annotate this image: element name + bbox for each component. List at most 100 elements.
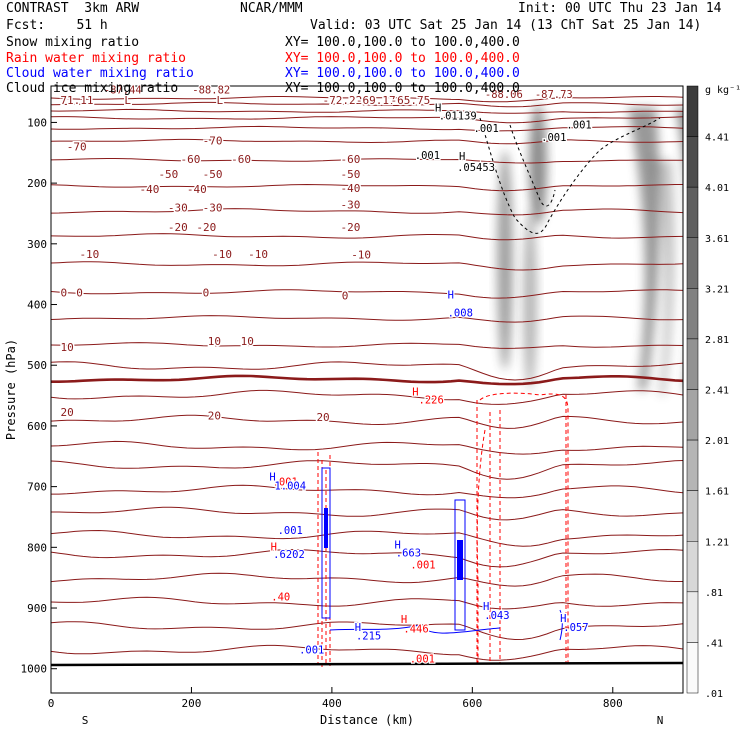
isotherm-label: -60 <box>231 153 251 166</box>
y-tick-label: 100 <box>27 116 47 129</box>
valid-time: Valid: 03 UTC Sat 25 Jan 14 (13 ChT Sat … <box>310 18 702 33</box>
extremum-label: H <box>401 614 407 626</box>
colorbar-swatch <box>686 186 699 239</box>
extremum-label: -88.82 <box>192 84 230 96</box>
y-tick-label: 400 <box>27 299 47 312</box>
colorbar-swatch <box>686 338 699 390</box>
plot-area <box>51 86 683 693</box>
isotherm-label: -60 <box>340 153 360 166</box>
extremum-label: .043 <box>484 610 509 622</box>
y-tick-label: 300 <box>27 238 47 251</box>
y-tick-label: 800 <box>27 541 47 554</box>
isotherm-line <box>51 484 683 499</box>
extremum-label: H <box>355 622 361 634</box>
isotherm-line <box>51 440 683 455</box>
colorbar-level: 3.61 <box>705 234 729 245</box>
isotherm-label: -20 <box>196 221 216 234</box>
isotherm-line <box>51 208 683 216</box>
snow-shading-1 <box>676 108 683 156</box>
extremum-label: .057 <box>563 622 588 634</box>
forecast-hour: Fcst: 51 h <box>6 18 108 33</box>
top-extreme-label: -72.22 <box>323 94 363 107</box>
isotherm-label: 20 <box>316 411 329 424</box>
field-cloud-water: Cloud water mixing ratio <box>6 66 194 81</box>
colorbar-level: 2.41 <box>705 386 729 397</box>
extremum-label: .05453 <box>457 162 495 174</box>
extremum-label: H <box>459 151 465 163</box>
cloud-water-core <box>324 508 328 548</box>
colorbar-swatch <box>686 439 699 491</box>
extremum-label: .001 <box>566 119 591 131</box>
extremum-label: H <box>269 472 275 484</box>
isotherm-line <box>51 529 683 547</box>
colorbar-level: 2.01 <box>705 436 729 447</box>
cloud-water-low <box>329 624 501 634</box>
x-axis-title: Distance (km) <box>320 713 414 727</box>
extremum-label: .001 <box>278 525 303 537</box>
extremum-label: .01139 <box>439 110 477 122</box>
colorbar-level: 1.21 <box>705 537 729 548</box>
isotherm-line <box>51 261 683 271</box>
isotherm-label: 0 <box>60 286 67 299</box>
extremum-label: .40 <box>271 592 290 604</box>
isotherm-label: -30 <box>168 201 188 214</box>
isotherm-label: -30 <box>203 201 223 214</box>
y-tick-label: 1000 <box>21 663 48 676</box>
y-axis-title: Pressure (hPa) <box>4 339 18 440</box>
field-rain: Rain water mixing ratio <box>6 51 187 66</box>
cloud-water-core <box>457 540 463 580</box>
top-extreme-label: L <box>124 94 131 107</box>
extremum-label: -88.06 <box>485 89 523 101</box>
isotherm-line <box>51 548 683 568</box>
extremum-label: .008 <box>448 308 473 320</box>
isotherm-label: -60 <box>181 153 201 166</box>
isotherm-label: 10 <box>60 341 73 354</box>
extremum-label: H <box>412 387 418 399</box>
isotherm-line <box>51 414 683 429</box>
isotherm-label: 10 <box>208 335 221 348</box>
top-extreme-label: 71.11 <box>60 94 93 107</box>
colorbar-swatch <box>686 389 699 441</box>
isotherm-line <box>51 116 683 124</box>
isotherm-label: 10 <box>241 335 254 348</box>
isotherm-zero <box>51 374 683 386</box>
colorbar-level: 4.41 <box>705 133 729 144</box>
isotherm-line <box>51 389 683 405</box>
isotherm-label: -10 <box>351 249 371 262</box>
snow-core-2 <box>497 150 513 370</box>
extremum-label: .001 <box>474 123 499 135</box>
isotherm-label: 0 <box>203 286 210 299</box>
cloud-water-right <box>559 609 563 641</box>
center-name: NCAR/MMM <box>240 1 303 16</box>
x-tick-label: 400 <box>322 697 342 710</box>
isotherm-label: -50 <box>158 168 178 181</box>
xy-cloud-ice: XY= 100.0,100.0 to 100.0,400.0 <box>285 81 520 96</box>
top-extreme-label: -65.75 <box>391 94 431 107</box>
isotherm-line <box>51 621 683 641</box>
extremum-label: .001 <box>299 645 324 657</box>
colorbar-swatch <box>686 288 699 340</box>
y-tick-label: 900 <box>27 602 47 615</box>
extremum-label: .001 <box>410 654 435 666</box>
isotherm-label: 0 <box>76 286 83 299</box>
isotherm-label: 20 <box>60 406 73 419</box>
isotherm-label: -20 <box>340 221 360 234</box>
colorbar-swatch <box>686 642 699 694</box>
xy-rain: XY= 100.0,100.0 to 100.0,400.0 <box>285 51 520 66</box>
xy-snow: XY= 100.0,100.0 to 100.0,400.0 <box>285 35 520 50</box>
isotherm-line <box>51 460 683 480</box>
isotherm-line <box>51 572 683 587</box>
extremum-label: .226 <box>419 394 444 406</box>
isotherm-line <box>51 596 683 610</box>
extremum-label: .6202 <box>273 549 305 561</box>
colorbar-level: .81 <box>705 588 723 599</box>
isotherm-label: -40 <box>340 182 360 195</box>
extremum-label: H <box>271 541 277 553</box>
extremum-label: .001 <box>415 150 440 162</box>
extremum-label: H <box>395 540 401 552</box>
colorbar-swatch <box>686 85 699 137</box>
snow-core-1 <box>529 105 547 225</box>
x-tick-label: 0 <box>48 697 55 710</box>
isotherm-line <box>51 506 683 521</box>
isotherm-label: -50 <box>203 168 223 181</box>
